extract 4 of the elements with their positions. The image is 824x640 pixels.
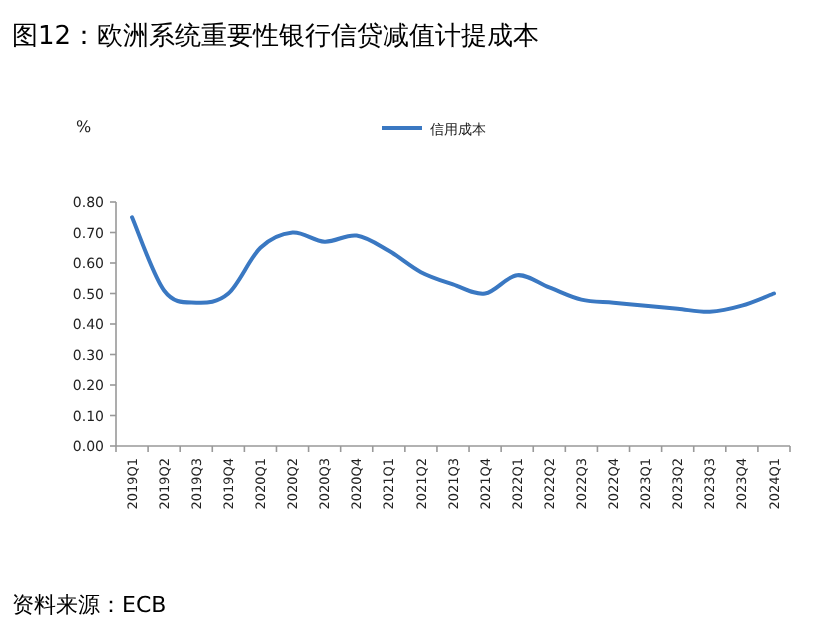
text: 资料来源：ECB <box>12 592 167 618</box>
y-axis-title: % <box>76 118 92 136</box>
line-series <box>130 215 776 314</box>
chart-title: 图12：欧洲系统重要性银行信贷减值计提成本 <box>12 22 540 52</box>
